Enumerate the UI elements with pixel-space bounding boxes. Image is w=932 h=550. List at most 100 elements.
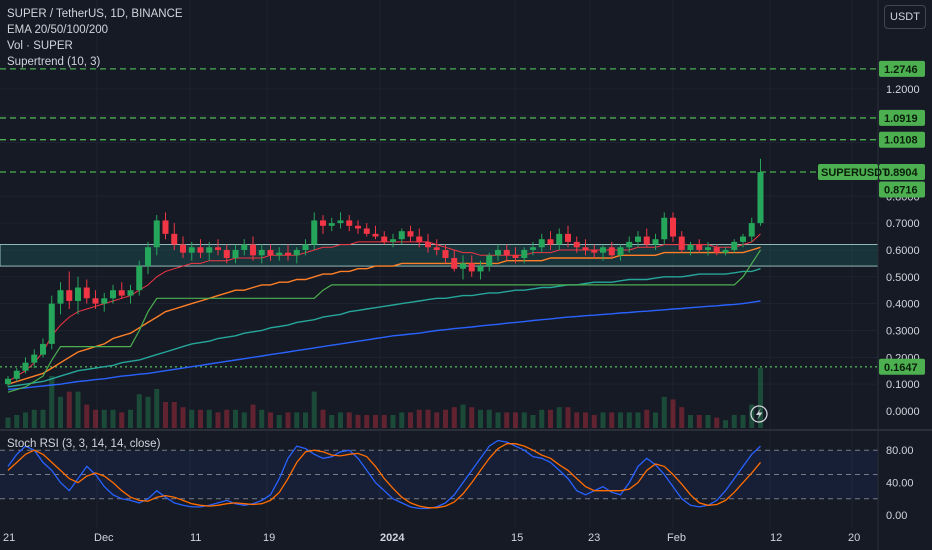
- candle: [346, 215, 353, 232]
- volume-bar: [311, 391, 317, 428]
- candle-body: [600, 247, 606, 253]
- candle-body: [215, 247, 221, 250]
- indicator-supertrend-label[interactable]: Supertrend (10, 3): [7, 56, 101, 68]
- candle: [503, 244, 510, 261]
- candle-body: [127, 290, 134, 296]
- candle-body: [696, 244, 703, 250]
- indicator-volume-label[interactable]: Vol · SUPER: [7, 40, 73, 52]
- candle-body: [267, 249, 274, 256]
- candle-body: [197, 247, 204, 253]
- volume-bar: [451, 407, 457, 428]
- candle-body: [31, 354, 38, 363]
- candle-body: [530, 247, 536, 250]
- candle-body: [5, 378, 11, 385]
- ema50-line: [7, 246, 761, 385]
- volume-bar: [714, 417, 720, 428]
- rsi-tick-label: 80.00: [886, 445, 914, 457]
- volume-bar: [574, 412, 580, 428]
- candle-body: [48, 303, 55, 344]
- candle: [512, 247, 519, 264]
- candle-body: [145, 247, 151, 267]
- volume-bar: [548, 409, 553, 428]
- candle-body: [302, 244, 309, 250]
- volume-bar: [355, 415, 361, 428]
- candle: [398, 228, 405, 245]
- volume-bar: [408, 412, 413, 428]
- candle-body: [626, 241, 633, 248]
- candle: [145, 241, 151, 275]
- stoch-d-line: [7, 443, 762, 509]
- candle: [101, 292, 108, 312]
- candle: [547, 231, 554, 250]
- level-tag-2-bg: [879, 109, 925, 126]
- price-tag-bg: [879, 164, 925, 181]
- candle-body: [372, 233, 379, 237]
- candle: [40, 338, 46, 358]
- candle-body: [381, 236, 388, 242]
- candle: [66, 271, 73, 310]
- candle: [460, 255, 466, 280]
- volume-bar: [346, 412, 352, 428]
- candle: [171, 223, 178, 250]
- candle-body: [293, 249, 300, 256]
- volume-bar: [14, 415, 20, 428]
- volume-bar: [303, 412, 308, 428]
- candle: [267, 244, 274, 261]
- time-tick-label: Feb: [667, 532, 686, 544]
- candle-body: [582, 247, 589, 250]
- candle-body: [153, 220, 160, 248]
- level-tag-1: 1.2746: [884, 64, 918, 76]
- candle-body: [722, 249, 729, 253]
- candle-body: [416, 236, 423, 242]
- volume-bar: [224, 409, 230, 428]
- candle: [5, 376, 11, 387]
- volume-bar: [740, 415, 746, 428]
- candle-body: [101, 298, 108, 304]
- rsi-tick-label: 0.00: [886, 510, 907, 522]
- candle-body: [276, 252, 283, 256]
- stoch-rsi-label[interactable]: Stoch RSI (3, 3, 14, 14, close): [7, 438, 161, 450]
- volume-bar: [250, 404, 256, 428]
- candle: [83, 279, 90, 304]
- candle: [442, 244, 449, 264]
- indicator-ema-label[interactable]: EMA 20/50/100/200: [7, 24, 109, 36]
- candle-body: [223, 249, 230, 259]
- currency-button[interactable]: USDT: [884, 5, 926, 29]
- volume-bar: [23, 412, 28, 428]
- volume-bar: [626, 412, 632, 428]
- volume-bar: [591, 415, 597, 428]
- volume-bar: [206, 409, 212, 428]
- candle-body: [556, 233, 563, 245]
- candle-body: [250, 244, 256, 256]
- candle-body: [188, 247, 195, 253]
- candle-body: [442, 249, 449, 259]
- volume-bar: [119, 412, 125, 428]
- candle-body: [451, 258, 458, 269]
- volume-bar: [154, 389, 160, 428]
- lightning-icon[interactable]: [750, 405, 768, 423]
- chart-title[interactable]: SUPER / TetherUS, 1D, BINANCE: [7, 8, 183, 20]
- volume-bar: [635, 412, 641, 428]
- candle: [48, 295, 55, 350]
- candle: [530, 241, 536, 256]
- volume-bar: [145, 396, 151, 428]
- volume-bar: [101, 409, 107, 428]
- volume-bar: [110, 409, 116, 428]
- volume-bar: [198, 409, 203, 428]
- volume-bar: [705, 415, 711, 428]
- candle-body: [206, 247, 213, 253]
- price-levels: [0, 68, 878, 368]
- volume-bar: [758, 368, 763, 428]
- candle: [381, 231, 388, 245]
- volume-bar: [136, 394, 142, 428]
- volume-bar: [679, 407, 685, 428]
- candle-body: [162, 220, 169, 234]
- volume-bar: [539, 409, 545, 428]
- volume-bar: [31, 409, 37, 428]
- volume-bar: [259, 409, 265, 428]
- support-tag: 0.1647: [884, 362, 918, 374]
- candle: [390, 233, 396, 248]
- level-tag-3: 1.0108: [884, 135, 918, 147]
- candle: [757, 158, 764, 226]
